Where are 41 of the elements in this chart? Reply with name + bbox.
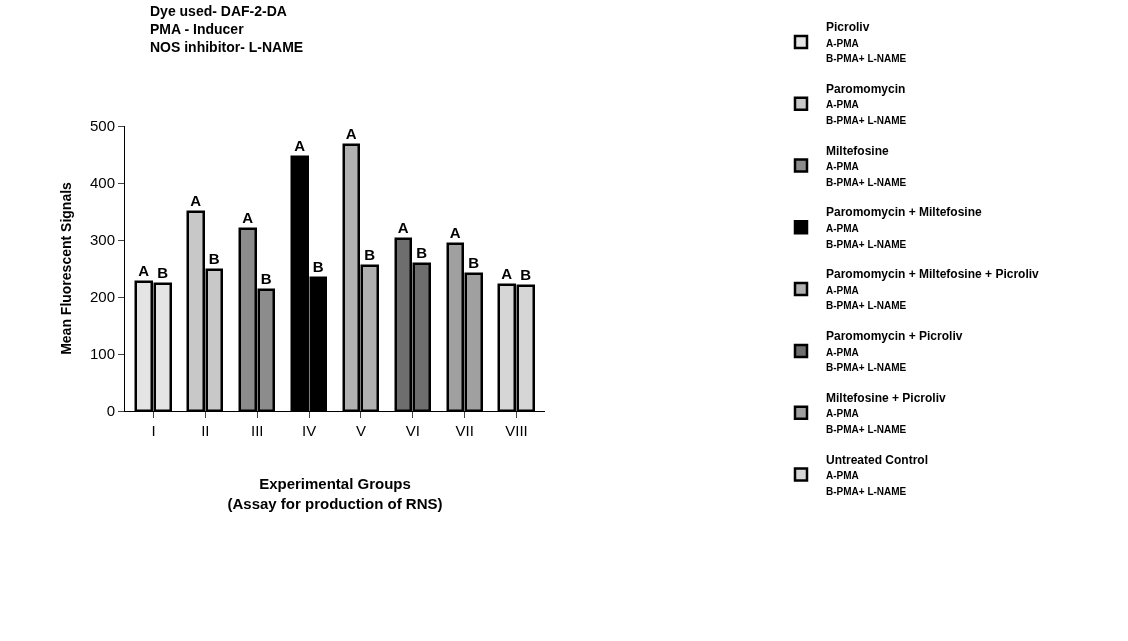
x-tick-label: VIII: [505, 422, 528, 439]
x-tick-label: I: [151, 422, 156, 439]
y-tick-label: 500: [89, 117, 115, 135]
chart-title: Dye used- DAF-2-DA PMA - Inducer NOS inhibitor- L-NAME: [150, 3, 304, 56]
data-label: B: [157, 263, 169, 281]
y-tick-label: 100: [89, 345, 115, 363]
y-tick-label: 0: [106, 402, 115, 420]
y-axis-title: Mean Fluorescent Signals: [57, 181, 74, 355]
legend-label: Picroliv A-PMA B-PMA+ L-NAME: [826, 19, 907, 65]
data-label: A: [242, 208, 254, 226]
data-label: B: [208, 249, 220, 267]
legend-label: Paromomycin + Picroliv A-PMA B-PMA+ L-NAME: [826, 328, 963, 374]
x-tick-label: II: [201, 422, 210, 439]
legend-label: Miltefosine + Picroliv A-PMA B-PMA+ L-NAME: [826, 390, 947, 435]
y-tick-label: 400: [89, 174, 115, 192]
legend-label: Miltefosine A-PMA B-PMA+ L-NAME: [826, 143, 907, 188]
legend-label: Paromomycin A-PMA B-PMA+ L-NAME: [826, 81, 907, 126]
data-label: A: [449, 223, 461, 241]
legend-label: Paromomycin + Miltefosine A-PMA B-PMA+ L-NAME: [826, 205, 983, 250]
data-label: B: [416, 243, 428, 261]
data-label: A: [397, 218, 409, 236]
y-tick-label: 200: [89, 288, 115, 306]
legend-label: Untreated Control A-PMA B-PMA+ L-NAME: [826, 452, 928, 497]
data-label: A: [190, 191, 202, 209]
x-axis-title: Experimental Groups (Assay for production of RNS): [227, 475, 443, 512]
data-label: B: [364, 245, 376, 263]
data-label: A: [138, 261, 150, 279]
x-tick-label: VII: [455, 422, 474, 439]
data-label: B: [468, 253, 480, 271]
x-tick-label: VI: [405, 422, 420, 439]
data-label: B: [260, 269, 272, 287]
x-tick-label: IV: [301, 422, 317, 439]
x-tick-label: V: [355, 422, 366, 439]
data-label: B: [312, 257, 324, 275]
y-tick-label: 300: [89, 231, 115, 249]
legend-label: Paromomycin + Miltefosine + Picroliv A-PMA B-PMA+ L-NAME: [826, 267, 1040, 312]
data-label: A: [501, 264, 513, 282]
data-label: A: [294, 136, 306, 154]
data-label: A: [345, 124, 357, 142]
data-label: B: [520, 265, 532, 283]
x-tick-label: III: [250, 422, 264, 439]
